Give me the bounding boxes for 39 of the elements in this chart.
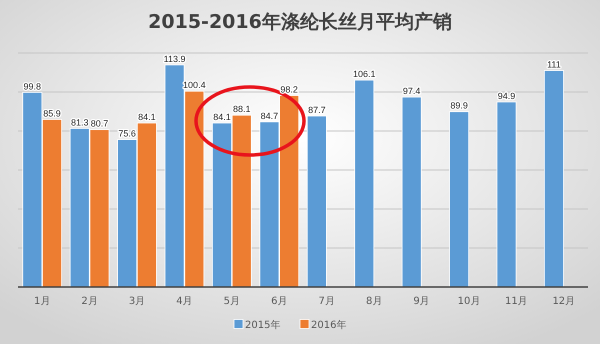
bar [449, 111, 470, 288]
legend-label: 2015年 [245, 319, 280, 331]
bar [354, 80, 374, 288]
data-label: 94.9 [498, 90, 516, 101]
data-label: 84.7 [260, 110, 278, 121]
data-label: 106.1 [352, 69, 376, 80]
x-tick-label: 1月 [34, 296, 50, 307]
x-tick-label: 6月 [271, 296, 288, 307]
chart-title: 2015-2016年涤纶长丝月平均产销 [148, 11, 452, 33]
x-tick-label: 3月 [128, 296, 146, 307]
data-label: 84.1 [213, 112, 231, 122]
x-tick-label: 5月 [224, 296, 240, 307]
x-tick-label: 10月 [458, 296, 480, 307]
bar [496, 102, 516, 288]
x-tick-label: 8月 [366, 296, 382, 307]
data-label: 97.4 [402, 86, 420, 96]
x-tick-label: 2月 [81, 296, 98, 307]
data-label: 87.7 [308, 104, 326, 115]
x-tick-label: 7月 [318, 296, 335, 307]
bar [306, 116, 327, 288]
data-label: 84.1 [138, 112, 156, 122]
data-label: 111 [547, 60, 561, 70]
data-label: 99.8 [24, 81, 42, 92]
data-label: 85.9 [43, 108, 61, 118]
bar [402, 96, 422, 288]
x-tick-label: 9月 [413, 296, 430, 307]
legend-label: 2016年 [311, 319, 346, 331]
data-label: 80.7 [90, 118, 108, 129]
data-label: 88.1 [232, 104, 251, 114]
data-label: 113.9 [164, 54, 186, 64]
data-label: 81.3 [70, 117, 88, 128]
x-tick-label: 11月 [505, 296, 528, 307]
x-tick-label: 4月 [176, 296, 193, 307]
data-label: 98.2 [280, 84, 298, 95]
x-tick-label: 12月 [552, 296, 576, 307]
bar [544, 70, 564, 288]
data-label: 89.9 [450, 100, 468, 111]
data-label: 100.4 [183, 80, 206, 90]
data-label: 75.6 [118, 128, 136, 139]
